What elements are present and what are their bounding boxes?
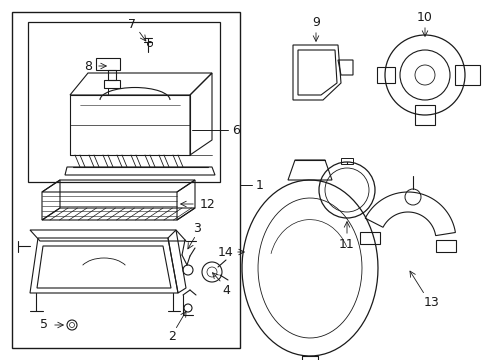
Text: 13: 13	[423, 296, 439, 309]
Text: 1: 1	[256, 179, 264, 192]
Text: 11: 11	[339, 238, 354, 251]
Text: 4: 4	[222, 284, 229, 297]
Text: 8: 8	[84, 59, 92, 72]
Text: 5: 5	[40, 319, 48, 332]
Text: 2: 2	[168, 330, 176, 343]
Text: 14: 14	[218, 246, 233, 258]
Text: 6: 6	[232, 123, 240, 136]
Text: 3: 3	[193, 221, 201, 234]
Text: 7: 7	[128, 18, 136, 31]
Bar	[340, 158, 352, 164]
Bar	[12, 12, 240, 348]
Text: 10: 10	[416, 10, 432, 23]
Text: 12: 12	[200, 198, 215, 211]
Bar	[28, 22, 220, 182]
Text: 9: 9	[311, 15, 319, 28]
